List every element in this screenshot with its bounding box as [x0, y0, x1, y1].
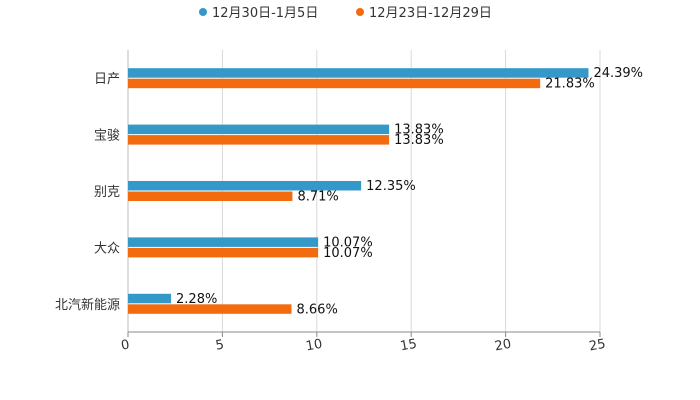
- category-label: 大众: [94, 241, 120, 256]
- data-label: 13.83%: [394, 133, 444, 148]
- data-label: 12.35%: [366, 179, 416, 194]
- data-label: 13.83%: [394, 123, 444, 138]
- bar: [128, 135, 390, 145]
- legend-marker: [356, 8, 364, 16]
- grid-lines: [221, 50, 601, 332]
- data-label: 21.83%: [545, 77, 595, 92]
- data-label: 2.28%: [176, 292, 217, 307]
- x-tick-label: 10: [305, 337, 324, 355]
- x-tick-label: 5: [214, 337, 225, 353]
- bar: [128, 78, 541, 89]
- bar: [128, 293, 172, 304]
- data-label: 10.07%: [323, 235, 373, 250]
- bars: [128, 68, 589, 314]
- x-tick-label: 0: [120, 337, 131, 353]
- data-label: 8.66%: [297, 302, 338, 317]
- legend: 12月30日-1月5日 12月23日-12月29日: [199, 6, 492, 21]
- x-tick-label: 25: [588, 337, 607, 355]
- bar: [128, 304, 292, 314]
- bar: [128, 68, 589, 78]
- bar: [128, 191, 293, 201]
- legend-label: 12月30日-1月5日: [212, 6, 318, 21]
- legend-label: 12月23日-12月29日: [369, 6, 492, 21]
- category-label: 北汽新能源: [55, 297, 120, 313]
- category-label: 别克: [94, 185, 120, 200]
- bar: [128, 237, 319, 247]
- x-tick-label: 15: [399, 337, 418, 355]
- axes: 0 5 10 15 20 25: [120, 50, 607, 354]
- bar: [128, 181, 362, 191]
- bar: [128, 247, 319, 258]
- data-label: 8.71%: [297, 190, 338, 205]
- labels: 日产 24.39%21.83% 宝骏 13.83%13.83% 别克 12.35% 8.71…: [55, 66, 643, 317]
- x-tick-label: 20: [494, 337, 513, 355]
- bar: [128, 124, 390, 135]
- data-label: 24.39%: [593, 66, 643, 81]
- category-label: 日产: [94, 72, 120, 87]
- legend-marker: [199, 8, 207, 16]
- category-label: 宝骏: [94, 129, 120, 144]
- data-label: 10.07%: [323, 246, 373, 261]
